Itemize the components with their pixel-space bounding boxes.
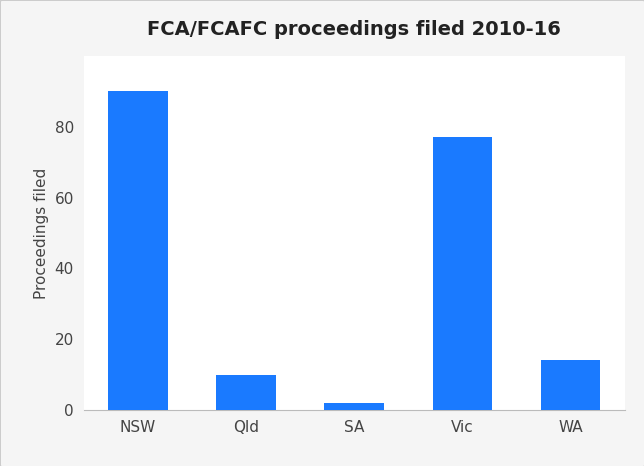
Bar bbox=[216, 375, 276, 410]
Bar bbox=[325, 403, 384, 410]
Bar bbox=[108, 91, 167, 410]
Bar bbox=[541, 361, 600, 410]
Title: FCA/FCAFC proceedings filed 2010-16: FCA/FCAFC proceedings filed 2010-16 bbox=[147, 20, 561, 39]
Y-axis label: Proceedings filed: Proceedings filed bbox=[34, 167, 49, 299]
Bar bbox=[433, 137, 492, 410]
